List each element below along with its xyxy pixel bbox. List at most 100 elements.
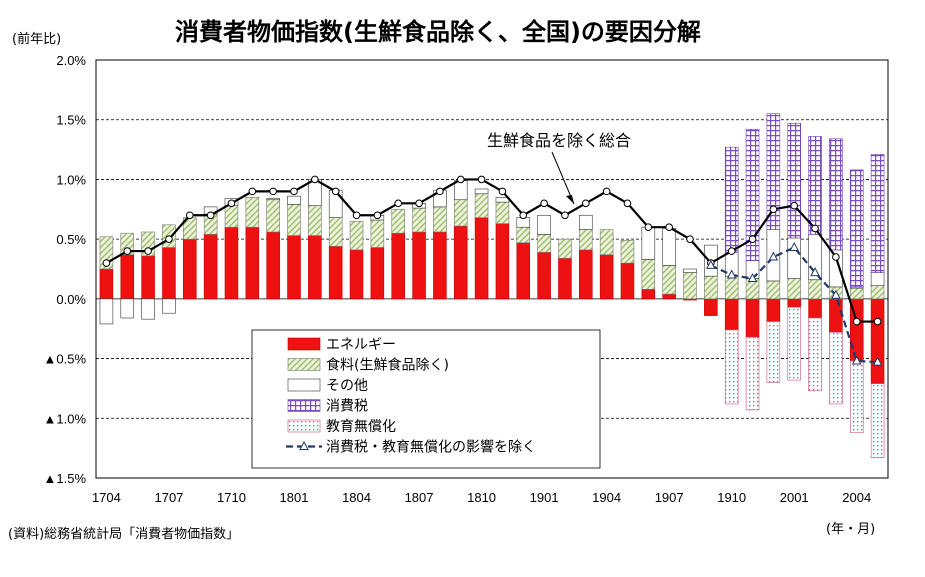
- bar-energy: [829, 298, 843, 333]
- bar-food: [245, 197, 260, 228]
- plot-frame: [95, 59, 889, 479]
- bar-food: [537, 234, 551, 253]
- legend-swatch-education: [287, 419, 321, 433]
- point-excl: [726, 269, 737, 279]
- bar-food: [495, 201, 510, 224]
- bar-tax: [766, 113, 781, 230]
- bar-tax: [849, 169, 864, 288]
- bar-education: [870, 383, 885, 458]
- point-total: [832, 253, 840, 261]
- bar-energy: [537, 251, 551, 300]
- point-total: [227, 199, 236, 208]
- point-total: [123, 247, 132, 255]
- bar-tax: [870, 154, 885, 273]
- bar-food: [787, 278, 801, 300]
- point-total: [477, 175, 486, 184]
- y-unit-label: (前年比): [12, 32, 62, 47]
- bar-other: [266, 198, 280, 201]
- bar-tax: [787, 122, 801, 239]
- point-total: [748, 235, 757, 243]
- y-tick-label: 0.5%: [56, 232, 86, 247]
- bar-energy: [724, 298, 739, 331]
- point-total: [498, 187, 507, 196]
- y-tick-label: ▲0.5%: [44, 352, 87, 367]
- bar-energy: [766, 298, 781, 322]
- bar-energy: [183, 238, 197, 300]
- bar-food: [328, 217, 343, 247]
- bar-energy: [745, 298, 760, 338]
- x-tick-label: 1710: [217, 490, 246, 505]
- point-excl: [768, 251, 779, 261]
- bar-food: [808, 279, 822, 300]
- x-tick-label: 2004: [842, 490, 871, 505]
- legend-label-food: 食料(生鮮食品除く): [326, 357, 449, 374]
- bar-tax: [808, 136, 822, 235]
- source-note: (資料)総務省統計局「消費者物価指数」: [8, 527, 240, 542]
- bar-energy: [474, 217, 489, 300]
- bar-energy: [99, 268, 114, 300]
- x-tick-label: 2001: [780, 490, 809, 505]
- bar-food: [349, 220, 364, 251]
- bar-other: [662, 228, 676, 266]
- point-excl: [747, 272, 758, 283]
- bar-education: [849, 360, 864, 433]
- bar-food: [474, 193, 489, 218]
- y-tick-label: 1.0%: [56, 172, 86, 187]
- bar-energy: [558, 257, 572, 300]
- bar-energy: [516, 242, 531, 300]
- point-total: [331, 187, 340, 196]
- bar-food: [266, 199, 280, 233]
- bar-food: [683, 272, 697, 300]
- point-total: [769, 205, 778, 214]
- bar-food: [724, 275, 739, 300]
- bar-food: [704, 275, 718, 300]
- x-tick-label: 1801: [280, 490, 309, 505]
- bar-food: [308, 205, 322, 236]
- bar-other: [870, 272, 885, 287]
- bar-other: [162, 298, 176, 314]
- point-excl: [810, 267, 820, 277]
- x-tick-label: 1904: [592, 490, 621, 505]
- bar-food: [662, 265, 676, 295]
- x-tick-label: 1707: [154, 490, 183, 505]
- y-tick-label: ▲1.0%: [44, 411, 87, 426]
- legend-marker-excl: [299, 440, 309, 450]
- point-total: [185, 211, 194, 220]
- bar-tax: [745, 128, 760, 261]
- bar-food: [453, 199, 468, 227]
- point-total: [436, 187, 444, 196]
- point-total: [352, 211, 361, 220]
- annotation-total-line: 生鮮食品を除く総合: [487, 131, 631, 150]
- x-tick-label: 1704: [92, 490, 121, 505]
- bar-energy: [349, 249, 364, 300]
- point-total: [811, 224, 819, 233]
- legend-swatch-tax: [287, 399, 321, 412]
- bar-energy: [141, 255, 155, 300]
- point-total: [644, 223, 653, 231]
- bar-energy: [599, 254, 614, 300]
- bar-food: [224, 205, 239, 228]
- legend-swatch-food: [287, 358, 321, 371]
- bar-other: [453, 180, 468, 201]
- point-excl: [706, 259, 716, 269]
- legend-label-excl: 消費税・教育無償化の影響を除く: [326, 439, 536, 456]
- legend-label-education: 教育無償化: [326, 419, 396, 435]
- point-total: [602, 187, 611, 196]
- bar-other: [141, 298, 155, 320]
- bar-tax: [829, 138, 843, 251]
- bar-energy: [787, 298, 801, 308]
- point-excl: [831, 289, 841, 299]
- bar-energy: [370, 247, 385, 300]
- bar-energy: [662, 293, 676, 300]
- point-total: [623, 199, 632, 208]
- point-excl: [872, 356, 883, 366]
- bar-education: [829, 331, 843, 405]
- point-total: [394, 199, 403, 208]
- bar-food: [579, 229, 593, 251]
- point-total: [311, 175, 319, 184]
- bar-food: [558, 238, 572, 259]
- legend-label-energy: エネルギー: [326, 337, 396, 353]
- annotation-arrowhead: [566, 195, 574, 204]
